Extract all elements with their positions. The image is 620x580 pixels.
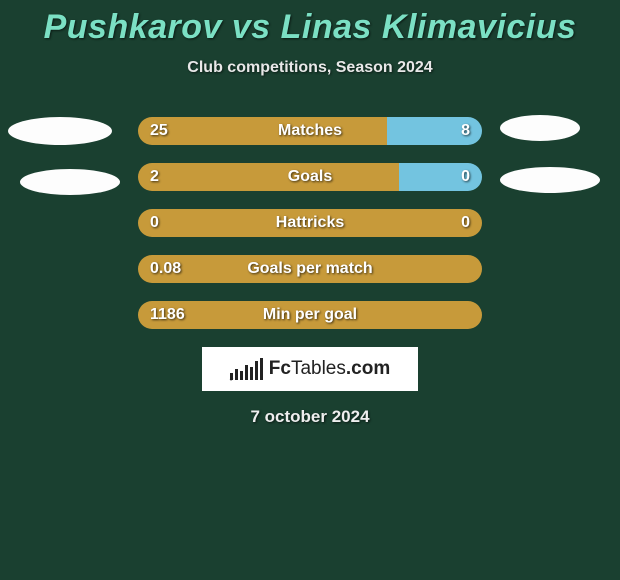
stat-left-value: 0.08: [150, 255, 181, 283]
stat-left-value: 0: [150, 209, 159, 237]
stat-row: 0 0 Hattricks: [0, 209, 620, 237]
stats-area: 25 8 Matches 2 0 Goals 0 0 Hattricks 0.08 Goals pe…: [0, 117, 620, 329]
stat-left-value: 1186: [150, 301, 185, 329]
stat-left-value: 25: [150, 117, 168, 145]
logo-text: FcTables.com: [269, 358, 390, 380]
stat-right-value: 0: [461, 209, 470, 237]
stat-right-value: 8: [461, 117, 470, 145]
stat-row: 1186 Min per goal: [0, 301, 620, 329]
stat-label: Hattricks: [276, 209, 344, 237]
stat-row: 25 8 Matches: [0, 117, 620, 145]
stat-bar-left: [138, 117, 387, 145]
stat-label: Matches: [278, 117, 342, 145]
stat-label: Goals per match: [247, 255, 372, 283]
stat-bar-left: [138, 163, 399, 191]
stat-row: 0.08 Goals per match: [0, 255, 620, 283]
stat-right-value: 0: [461, 163, 470, 191]
stat-left-value: 2: [150, 163, 159, 191]
logo-box: FcTables.com: [202, 347, 418, 391]
subtitle: Club competitions, Season 2024: [0, 59, 620, 77]
date-text: 7 october 2024: [0, 407, 620, 427]
stat-label: Min per goal: [263, 301, 357, 329]
stat-label: Goals: [288, 163, 332, 191]
page-title: Pushkarov vs Linas Klimavicius: [0, 0, 620, 47]
logo-chart-icon: [230, 358, 263, 380]
stat-row: 2 0 Goals: [0, 163, 620, 191]
